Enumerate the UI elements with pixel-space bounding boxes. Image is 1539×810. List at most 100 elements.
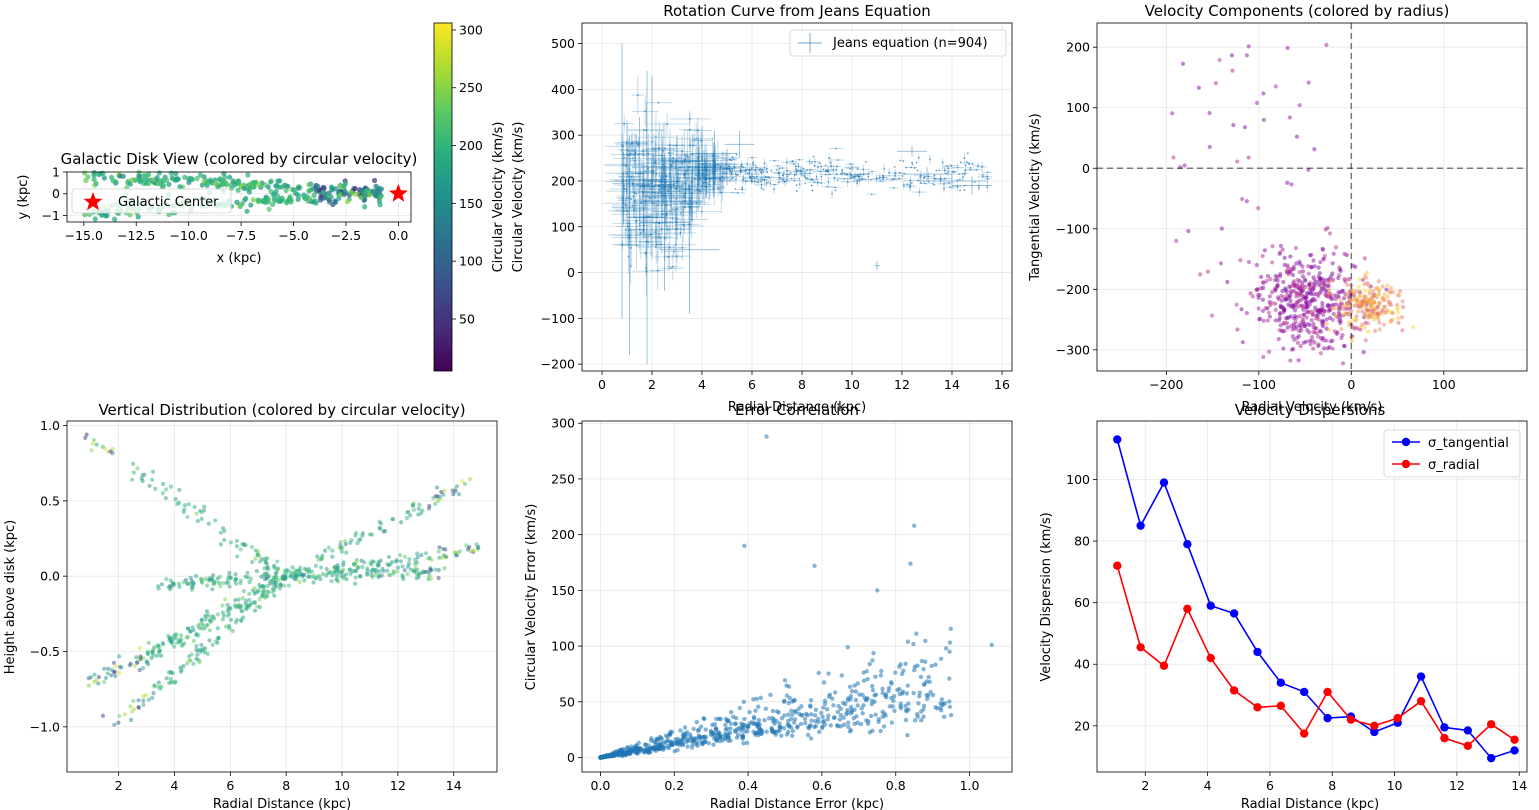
data-point: [1411, 325, 1416, 330]
data-point: [680, 211, 682, 214]
data-point: [352, 185, 358, 192]
data-point: [290, 565, 295, 570]
data-point: [859, 173, 862, 175]
data-point: [786, 712, 791, 717]
data-point: [947, 699, 952, 704]
data-point: [1362, 297, 1367, 303]
colorbar-tick-label: 300: [459, 22, 483, 37]
data-point: [943, 646, 949, 651]
data-point: [752, 721, 757, 726]
data-point: [769, 725, 774, 731]
data-point: [913, 167, 916, 169]
data-point: [826, 713, 831, 718]
data-point: [719, 165, 722, 168]
x-tick-label: 0.0: [388, 228, 408, 243]
data-point: [227, 626, 232, 631]
data-point: [281, 575, 286, 580]
data-point: [862, 168, 865, 171]
data-point: [213, 181, 219, 187]
data-point: [909, 184, 912, 187]
data-point: [150, 695, 155, 700]
data-point: [321, 190, 327, 196]
data-point: [718, 735, 723, 740]
data-point: [1318, 351, 1323, 356]
data-point: [746, 172, 749, 174]
data-point: [197, 621, 203, 626]
data-point: [636, 94, 639, 97]
data-point: [892, 708, 897, 714]
data-point: [238, 547, 243, 552]
data-point: [1279, 293, 1284, 298]
data-point: [1362, 295, 1367, 300]
data-point: [433, 567, 438, 572]
data-point: [313, 200, 319, 206]
data-point: [706, 740, 711, 746]
data-point: [103, 675, 108, 681]
data-point: [338, 543, 343, 548]
data-point: [682, 725, 688, 730]
data-point: [813, 707, 819, 713]
data-point: [734, 715, 739, 721]
data-point: [1254, 287, 1259, 292]
data-point: [140, 666, 146, 671]
data-point: [281, 583, 287, 588]
data-point: [1366, 299, 1371, 304]
data-point: [931, 182, 934, 185]
data-point: [1362, 302, 1368, 307]
data-point: [956, 180, 959, 183]
data-point: [1268, 303, 1273, 308]
data-point: [741, 699, 747, 704]
data-point: [1354, 317, 1359, 322]
data-point: [367, 532, 373, 537]
data-point: [222, 529, 227, 534]
data-point: [814, 160, 816, 163]
data-point: [805, 732, 811, 738]
data-point: [1400, 328, 1405, 333]
data-point: [681, 201, 684, 204]
data-point: [1269, 260, 1275, 265]
data-point: [1386, 299, 1391, 304]
data-point: [633, 149, 636, 152]
data-point: [626, 222, 629, 225]
data-point: [633, 200, 636, 202]
data-point: [635, 219, 638, 222]
data-point: [676, 180, 679, 183]
data-point: [378, 521, 384, 526]
data-point: [1370, 293, 1376, 298]
data-point: [129, 709, 135, 714]
data-point: [311, 192, 317, 198]
data-point: [667, 190, 670, 193]
data-point: [674, 208, 677, 211]
data-point: [849, 163, 852, 166]
x-tick-label: 8: [1328, 778, 1336, 793]
data-point: [1358, 304, 1363, 309]
data-point: [419, 553, 424, 558]
data-point: [657, 745, 663, 750]
data-point: [717, 187, 720, 190]
data-point: [1338, 314, 1343, 320]
data-point: [660, 185, 662, 188]
data-point: [443, 554, 449, 559]
data-point: [699, 190, 702, 193]
data-point: [116, 654, 122, 659]
data-point: [1213, 81, 1218, 86]
data-point: [827, 170, 830, 172]
data-point: [702, 163, 705, 165]
legend-label-a: Galactic Center: [118, 195, 219, 210]
data-point: [1300, 283, 1306, 288]
data-point: [1366, 329, 1371, 334]
data-point: [922, 177, 925, 179]
data-point: [369, 562, 374, 567]
data-point: [781, 725, 787, 731]
data-point: [385, 568, 390, 573]
data-point: [676, 255, 678, 258]
data-point: [343, 542, 348, 547]
data-point: [1334, 331, 1339, 336]
data-point: [841, 722, 847, 728]
data-point: [963, 157, 966, 160]
data-point: [1376, 303, 1381, 308]
data-point: [833, 177, 836, 179]
data-point: [732, 721, 738, 727]
data-point: [356, 537, 362, 543]
data-point: [650, 171, 653, 174]
